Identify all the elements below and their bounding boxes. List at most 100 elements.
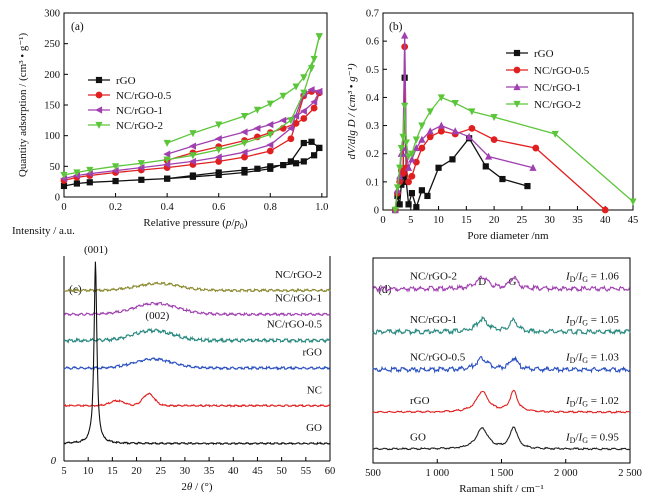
legend-entry: NC/rGO-0.5 [534, 65, 590, 77]
x-tick-label: 30 [180, 466, 191, 477]
data-point [412, 136, 420, 144]
trace-label: NC/rGO-1 [410, 314, 457, 326]
data-point [408, 155, 416, 163]
trace-label: rGO [410, 395, 430, 407]
data-point [214, 153, 222, 161]
data-point [266, 147, 274, 155]
data-point [310, 104, 318, 112]
data-point [524, 182, 531, 190]
data-point [418, 187, 425, 194]
y-tick-label: 0 [55, 193, 60, 204]
y-tick-label: 0.1 [366, 177, 379, 188]
data-point [163, 160, 171, 169]
data-point [405, 178, 412, 186]
data-point [300, 139, 307, 147]
data-point [267, 163, 274, 170]
data-point [601, 206, 609, 214]
data-point [299, 107, 307, 115]
data-point [402, 139, 410, 147]
panel-label: (a) [71, 21, 84, 33]
x-tick-label: 50 [276, 466, 287, 477]
data-point [253, 106, 261, 114]
series-NC/rGO-2 [391, 94, 637, 214]
trace-label: NC [307, 384, 322, 396]
data-point [418, 122, 426, 130]
ratio-label-part: G [582, 399, 588, 408]
data-point [399, 170, 407, 177]
series-NC/rGO-0.5 [60, 88, 323, 184]
legend-marker [95, 91, 103, 99]
x-tick-label: 35 [204, 466, 215, 477]
data-point [266, 141, 274, 149]
x-axis-label: 2θ / (°) [181, 481, 213, 493]
x-axis-label: Raman shift / cm⁻¹ [459, 483, 544, 495]
ratio-label-part: G [582, 318, 588, 327]
y-tick-label: 200 [44, 70, 60, 81]
legend-entry: NC/rGO-2 [116, 120, 163, 132]
y-tick-label: 250 [44, 39, 60, 50]
x-tick-label: 5 [408, 215, 413, 226]
data-point [189, 157, 197, 166]
legend-marker [513, 66, 521, 74]
series-GO: GO [63, 261, 331, 446]
y-tick-label: 0 [374, 206, 379, 217]
ratio-label-part: I [565, 271, 571, 283]
data-point [287, 117, 295, 125]
data-point [137, 160, 145, 168]
y-tick-label: 0.4 [366, 93, 380, 104]
ratio-label-part: D [570, 318, 576, 327]
x-tick-label: 25 [155, 466, 166, 477]
ratio-label-part: I [565, 395, 571, 407]
y-tick-label: 0.6 [366, 37, 379, 48]
series-NC/rGO-2: NC/rGO-2 ID/IG = 1.06 [372, 271, 631, 293]
data-point [241, 166, 248, 174]
ratio-label-part: I [565, 352, 571, 364]
x-tick-label: 40 [600, 215, 611, 226]
data-point [310, 55, 318, 63]
ratio-label-part: I [578, 352, 584, 364]
plot-frame [63, 12, 328, 198]
y-axis-label: Intensity / a.u. [12, 225, 75, 237]
data-point [300, 89, 308, 97]
legend-entry: NC/rGO-1 [116, 105, 163, 117]
trace-label: NC/rGO-2 [410, 271, 457, 283]
ratio-label-part: / [575, 395, 579, 407]
series-NC/rGO-1 [60, 86, 323, 183]
x-tick-label: 1.0 [315, 202, 328, 213]
trace-label: GO [410, 432, 426, 444]
data-point [280, 162, 287, 169]
y-tick-label: 0.5 [366, 65, 379, 76]
data-point [315, 33, 323, 41]
data-point [189, 152, 197, 160]
x-axis-label-part: p [233, 217, 240, 229]
data-point [60, 171, 68, 179]
x-tick-label: 45 [252, 466, 263, 477]
data-point [404, 163, 413, 171]
data-point [401, 102, 409, 110]
ratio-value: = 0.95 [588, 432, 619, 444]
ratio-value: = 1.02 [588, 395, 619, 407]
series-line [63, 36, 320, 176]
data-point [490, 114, 498, 122]
data-point [292, 120, 300, 127]
trace-label: NC/rGO-2 [275, 269, 322, 281]
ratio-label-part: / [575, 271, 579, 283]
series-NC/rGO-0.5: NC/rGO-0.5 [63, 319, 331, 344]
data-point [482, 163, 489, 170]
data-point [215, 169, 222, 176]
data-point [451, 99, 459, 107]
data-point [399, 133, 407, 141]
series-line [394, 77, 528, 211]
ratio-label-part: G [582, 436, 588, 445]
panel-b-pore-size-distribution: 0 5 10 15 20 25 30 35 40 45 0 0.1 0.2 0.3 0.4 0.5 0.6 0.7… [346, 9, 638, 243]
series-rGO [60, 138, 323, 190]
data-point [300, 158, 307, 165]
x-tick-label: 20 [131, 466, 142, 477]
data-point [292, 160, 300, 167]
series-line [63, 261, 331, 446]
panel-d-raman-spectra: 500 1 000 1 500 2 000 2 500(d)Raman shift / … [365, 257, 642, 495]
ratio-label-part: D [570, 356, 576, 365]
ratio-label-part: D [570, 436, 576, 445]
legend-marker [95, 121, 103, 129]
